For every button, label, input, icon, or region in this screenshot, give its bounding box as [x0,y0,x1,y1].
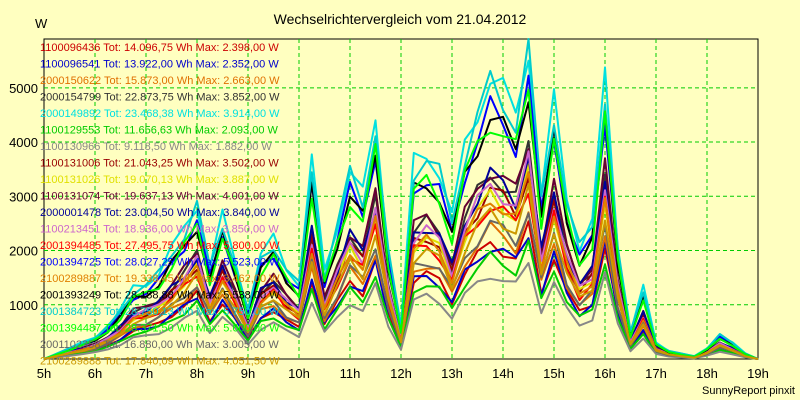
y-tick-label: 5000 [9,81,38,96]
legend-entry-2000149892: 2000149892 Tot: 23.468,38 Wh Max: 3.914,… [40,108,280,120]
legend-entry-2001394485: 2001394485 Tot: 27.495,75 Wh Max: 5.800,… [40,240,280,252]
x-tick-label: 5h [37,366,51,381]
x-tick-label: 19h [747,366,769,381]
y-tick-label: 3000 [9,189,38,204]
legend-entry-1100129553: 1100129553 Tot: 11.656,63 Wh Max: 2.093,… [40,125,279,137]
legend-entry-2001393249: 2001393249 Tot: 28.188,88 Wh Max: 5.538,… [40,290,280,302]
x-tick-label: 9h [241,366,255,381]
x-tick-label: 16h [594,366,616,381]
legend-entry-1100096436: 1100096436 Tot: 14.096,75 Wh Max: 2.398,… [40,42,279,54]
x-tick-label: 17h [645,366,667,381]
x-tick-label: 10h [288,366,310,381]
legend-entry-2000154799: 2000154799 Tot: 22.873,75 Wh Max: 3.852,… [40,92,280,104]
legend-entry-1100131026: 1100131026 Tot: 19.070,13 Wh Max: 3.887,… [40,174,279,186]
x-tick-label: 18h [696,366,718,381]
x-tick-label: 8h [190,366,204,381]
x-tick-label: 11h [340,366,361,381]
series-line-2100289888 [43,183,759,360]
chart-title: Wechselrichtervergleich vom 21.04.2012 [274,11,527,27]
y-tick-label: 2000 [9,244,38,259]
x-tick-label: 12h [390,366,412,381]
legend-entry-1100130966: 1100130966 Tot: 9.118,50 Wh Max: 1.882,0… [40,141,272,153]
legend-entry-2001102358: 2001102358 Tot: 16.880,00 Wh Max: 3.005,… [40,339,279,351]
legend-entry-2000001478: 2000001478 Tot: 23.004,50 Wh Max: 3.840,… [40,207,280,219]
legend-entry-2100289887: 2100289887 Tot: 19.338,45 Wh Max: 3.462,… [40,273,280,285]
legend-entry-2001394725: 2001394725 Tot: 28.027,25 Wh Max: 5.523,… [40,257,280,269]
x-tick-label: 7h [139,366,153,381]
series-line-1100130966 [43,262,759,360]
legend-entry-1100131074: 1100131074 Tot: 19.637,13 Wh Max: 4.001,… [40,191,279,203]
x-tick-label: 13h [441,366,463,381]
series-line-2001394487 [43,88,759,360]
y-tick-label: 1000 [9,298,38,313]
legend-entry-2001394487: 2001394487 Tot: 28.371,50 Wh Max: 5.600,… [40,323,280,335]
y-tick-label: 4000 [9,135,38,150]
legend-entry-1100131006: 1100131006 Tot: 21.043,25 Wh Max: 3.502,… [40,158,279,170]
y-axis-unit: W [35,16,48,31]
legend-entry-2001384723: 2001384723 Tot: 28.750,13 Wh Max: 5.750,… [40,306,280,318]
x-tick-label: 15h [543,366,565,381]
footer-credit: SunnyReport pinxit [702,385,795,397]
legend-entry-2000150622: 2000150622 Tot: 15.873,00 Wh Max: 2.663,… [40,75,280,87]
legend-entry-1100213451: 1100213451 Tot: 18.936,00 Wh Max: 3.850,… [40,224,279,236]
x-tick-label: 6h [88,366,102,381]
x-tick-label: 14h [492,366,514,381]
legend-entry-1100096541: 1100096541 Tot: 13.922,00 Wh Max: 2.352,… [40,59,279,71]
legend-entry-2100289888: 2100289888 Tot: 17.840,09 Wh Max: 4.051,… [40,356,280,368]
